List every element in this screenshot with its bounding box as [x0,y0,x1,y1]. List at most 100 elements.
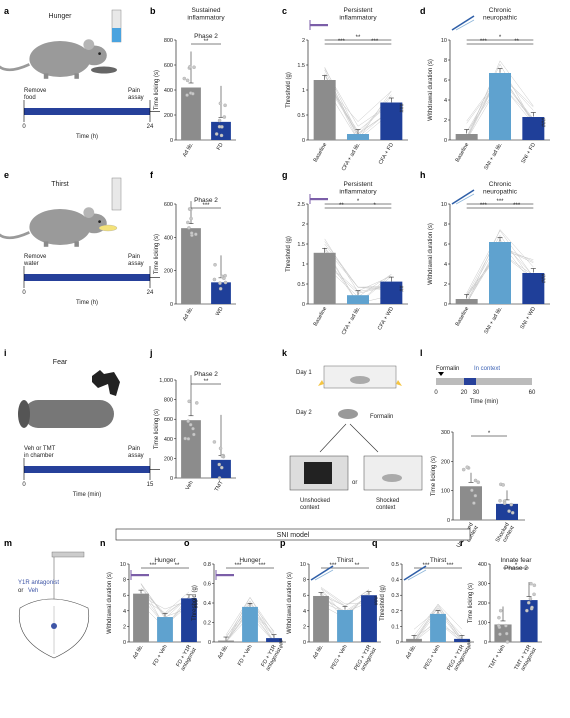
filament-icon [310,24,328,27]
paired-line [413,607,463,643]
timeline-bar [24,108,150,115]
y-tick-label: 2 [302,38,305,44]
category-label: TMT [214,479,225,492]
y-tick-label: 8 [444,222,447,228]
pin-icon-shaft [407,569,427,581]
mouse-illustration [0,207,107,247]
or-label: or [18,588,23,594]
data-point [214,132,219,136]
bar [242,606,258,642]
category-label: FD [216,142,225,151]
panel-letter-l: l [420,348,423,358]
y-axis-label: Withdrawal duration (s) [107,572,113,634]
chart-g: 0 0.5 1 1.5 2 2.5 Threshold (g) Baseline CFA + a… [286,181,408,336]
bar [496,503,518,520]
bar [347,134,369,140]
panel-letter-q: q [372,538,378,548]
paired-line [413,605,463,640]
timeline-tick-label: 20 [461,390,468,396]
timeline-thirst: Remove water Pain assay 0 24 Time (h) [22,254,160,306]
y-tick-label: 0.6 [203,582,211,588]
data-point [217,118,222,123]
filament-icon [216,574,234,577]
pin-icon-shaft [455,193,475,205]
panel-letter-b: b [150,6,156,16]
y-tick-label: 4 [444,98,447,104]
bar [380,102,403,140]
y-tick-label: 0.4 [203,601,211,607]
data-point [525,608,529,613]
timeline-bar [24,274,150,281]
bar [522,117,545,140]
y-tick-label: 0 [170,138,173,144]
data-point [218,101,223,106]
data-point [502,501,507,505]
chart-title: Hunger [239,557,261,564]
filament-icon [310,198,328,201]
significance-label: * [515,563,518,569]
y-axis-label: Withdrawal duration (s) [428,59,434,121]
timeline-tick-label: 15 [147,482,154,488]
data-point [498,498,502,503]
mouse-body [29,41,91,77]
chart-r: 0 100 200 300 400 Time licking (s) TMT + Veh TM… [468,557,542,675]
bar [489,73,511,140]
data-point [185,78,190,83]
shocked-context-box [363,455,423,491]
paired-line [466,63,534,137]
paired-line [466,229,534,305]
chamber-tube [24,400,114,428]
data-point [186,437,191,441]
significance-label: ** [514,39,519,45]
category-label: TMT + Y1Rantagonist [513,644,538,675]
data-point [223,280,228,285]
significance-label: *** [446,563,454,569]
timeline-tick-label: 60 [529,390,536,396]
category-label: SNI + ad lib. [483,306,503,335]
timeline-axis-label: Time (h) [76,300,98,306]
data-point [187,207,192,211]
significance-label: *** [149,563,157,569]
chart-subtitle: Phase 2 [194,197,218,204]
timeline-fear: Veh or TMT in chamber Pain assay 0 15 Time (mi… [22,446,160,498]
y-tick-label: 10 [441,202,447,208]
y-axis-label: Time licking (s) [154,70,160,110]
panel-letter-d: d [420,6,426,16]
bar [313,80,336,140]
panel-letter-o: o [184,538,190,548]
significance-label: *** [329,563,337,569]
data-point [189,216,193,221]
mouse-eye [98,52,101,55]
category-label: FD + Veh [237,644,254,667]
mouse-illustration [0,39,107,79]
schematic-title-thirst: Thirst [51,181,69,188]
mouse-eye [98,220,101,223]
y-tick-label: 400 [478,562,487,568]
timeline-bar-grey [436,378,532,385]
paired-line [140,591,190,614]
bar [337,610,353,642]
bar [313,595,329,642]
y-tick-label: 0.2 [203,621,211,627]
mouse-leg [74,73,79,79]
pin-icon [403,565,427,581]
significance-label: * [357,199,360,205]
paired-line [324,84,392,122]
bar [361,595,377,642]
hash-annotation: ### [541,117,547,127]
significance-label: *** [422,563,430,569]
chart-title: Thirst [337,557,353,564]
significance-label: ** [355,563,360,569]
timeline-tick-label: 30 [473,390,480,396]
chart-title: Chronic neuropathic [483,7,518,21]
timeline-tick-label: 0 [22,290,26,296]
data-point [189,231,194,235]
significance-label: *** [258,563,266,569]
y-axis-label: Threshold (g) [380,585,386,621]
category-label: Ad lib. [182,306,195,323]
y-tick-label: 0 [302,302,305,308]
data-point [497,615,501,620]
bar [133,593,149,642]
paired-line [466,230,534,294]
chart-subtitle: Phase 2 [194,371,218,378]
